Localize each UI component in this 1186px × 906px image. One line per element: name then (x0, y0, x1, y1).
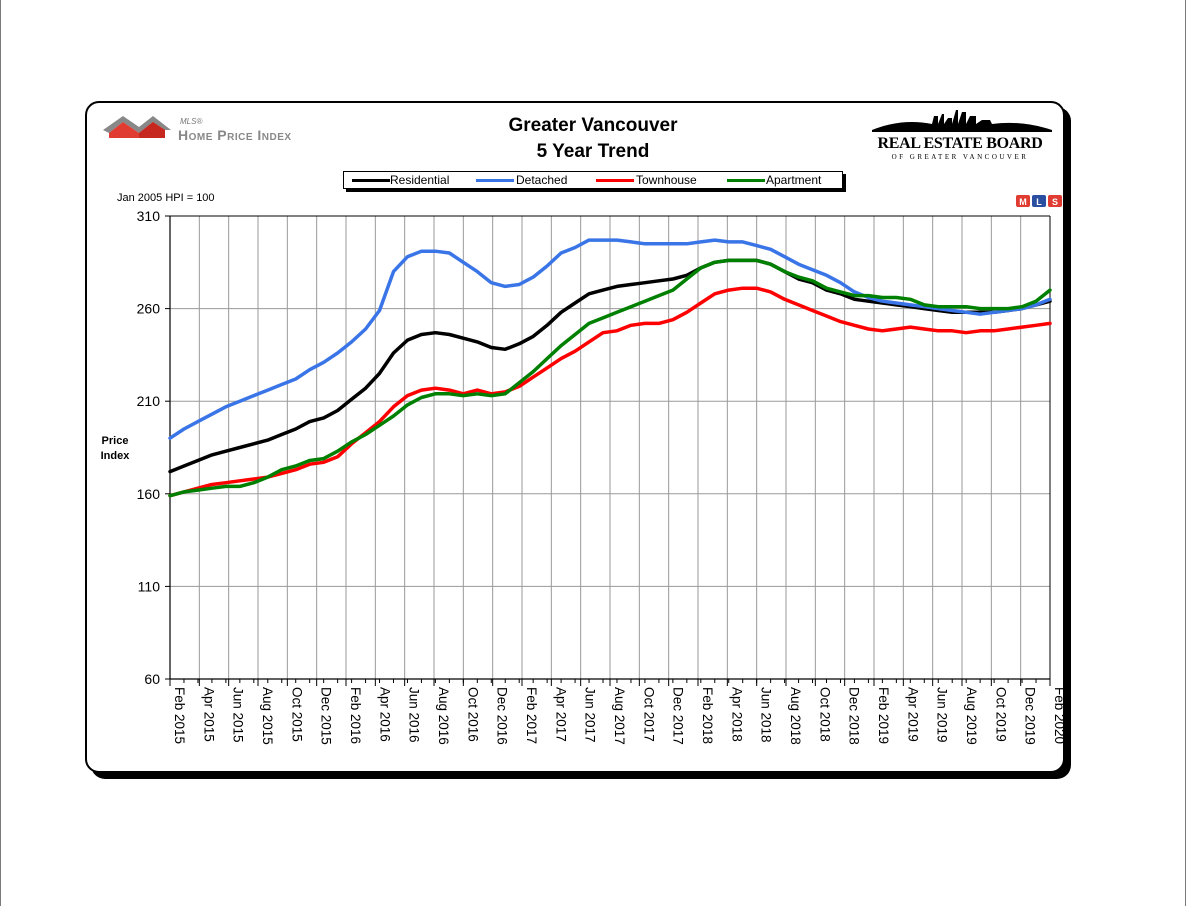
x-tick-label: Oct 2015 (289, 687, 304, 742)
x-tick-label: Dec 2018 (847, 687, 862, 745)
home-price-index-logo (103, 116, 171, 138)
mls-badge-letter-l: L (1036, 197, 1042, 207)
y-axis-label: Price Index (90, 434, 140, 464)
x-tick-label: Dec 2019 (1023, 687, 1038, 745)
x-tick-label: Jun 2016 (407, 687, 422, 743)
logo-small-text: MLS® (180, 117, 203, 126)
x-tick-label: Jun 2018 (759, 687, 774, 743)
series-line-townhouse (168, 286, 1052, 498)
x-tick-label: Oct 2017 (641, 687, 656, 742)
x-tick-label: Feb 2015 (172, 687, 187, 744)
chart-title-line2: 5 Year Trend (536, 141, 650, 162)
x-tick-label: Jun 2017 (583, 687, 598, 743)
hpi-base-note: Jan 2005 HPI = 100 (117, 192, 215, 204)
x-tick-label: Feb 2017 (524, 687, 539, 744)
mls-badge-letter-m: M (1019, 197, 1027, 207)
x-tick-label: Feb 2020 (1052, 687, 1067, 744)
y-tick-label: 60 (144, 671, 160, 687)
x-tick-label: Apr 2017 (553, 687, 568, 742)
x-tick-label: Apr 2015 (201, 687, 216, 742)
series-line-detached (168, 238, 1052, 440)
x-tick-label: Oct 2016 (465, 687, 480, 742)
x-tick-label: Aug 2015 (260, 687, 275, 745)
x-tick-label: Apr 2018 (729, 687, 744, 742)
series-line-residential (168, 258, 1052, 474)
y-axis-label-line2: Index (100, 450, 130, 462)
x-tick-label: Oct 2018 (817, 687, 832, 742)
x-tick-label: Apr 2019 (905, 687, 920, 742)
chart-legend: Residential Detached Townhouse Apartment (343, 171, 843, 189)
x-tick-label: Dec 2017 (671, 687, 686, 745)
x-tick-label: Aug 2016 (436, 687, 451, 745)
mls-badge-icon: M L S (1016, 195, 1062, 207)
legend-swatch-residential (352, 179, 390, 182)
x-tick-label: Aug 2017 (612, 687, 627, 745)
x-tick-label: Feb 2016 (348, 687, 363, 744)
series-line-apartment (168, 258, 1052, 498)
page-edge-left (0, 0, 1, 906)
y-tick-label: 210 (137, 393, 161, 409)
legend-swatch-detached (476, 179, 514, 182)
logo-main-text: Home Price Index (178, 127, 292, 143)
chart-title-line1: Greater Vancouver (508, 115, 678, 136)
y-tick-label: 160 (137, 486, 161, 502)
board-subtitle: OF GREATER VANCOUVER (891, 153, 1029, 161)
x-tick-label: Oct 2019 (993, 687, 1008, 742)
legend-label-residential: Residential (390, 173, 450, 187)
y-tick-label: 110 (138, 578, 161, 594)
y-axis-label-line1: Price (101, 435, 129, 447)
y-tick-label: 310 (137, 208, 161, 224)
legend-label-detached: Detached (516, 173, 568, 187)
x-tick-label: Aug 2019 (964, 687, 979, 745)
skyline-logo (872, 110, 1052, 132)
mls-badge-letter-s: S (1052, 197, 1058, 207)
legend-swatch-townhouse (596, 179, 634, 182)
x-tick-label: Dec 2015 (319, 687, 334, 745)
x-tick-label: Dec 2016 (495, 687, 510, 745)
y-tick-label: 260 (137, 301, 161, 317)
board-name: REAL ESTATE BOARD (877, 135, 1043, 152)
x-tick-label: Feb 2018 (700, 687, 715, 744)
legend-label-townhouse: Townhouse (636, 173, 697, 187)
x-tick-label: Jun 2015 (231, 687, 246, 743)
x-tick-label: Jun 2019 (935, 687, 950, 743)
x-tick-label: Apr 2016 (377, 687, 392, 742)
x-tick-label: Feb 2019 (876, 687, 891, 744)
legend-swatch-apartment (727, 179, 765, 182)
legend-label-apartment: Apartment (766, 173, 822, 187)
x-tick-label: Aug 2018 (788, 687, 803, 745)
